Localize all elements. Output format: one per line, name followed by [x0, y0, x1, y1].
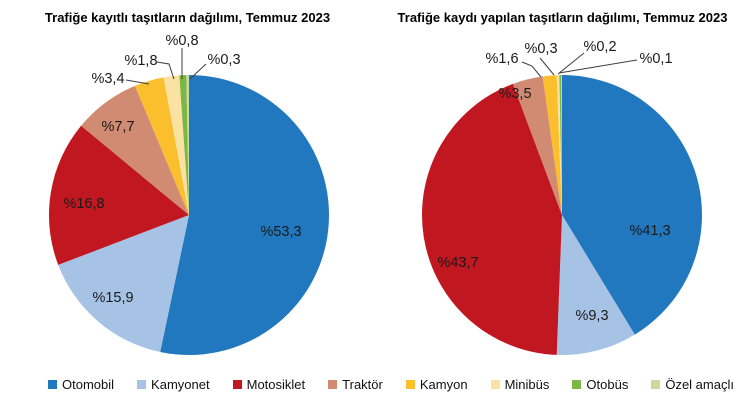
pie-label-otomobil: %41,3: [629, 223, 670, 239]
legend-swatch-minibus: [490, 380, 500, 389]
pie-slice-minibus: [163, 75, 189, 215]
legend-label-otomobil: Otomobil: [62, 377, 115, 392]
legend-swatch-otomobil: [48, 380, 57, 389]
charts-row: Trafiğe kayıtlı taşıtların dağılımı, Tem…: [0, 0, 750, 362]
legend-swatch-otobus: [572, 380, 582, 389]
pie-label-ozel-amacli: %0,3: [207, 52, 240, 68]
pie-label-kamyonet: %15,9: [92, 290, 133, 306]
pie-label-minibus: %1,8: [124, 53, 157, 69]
legend-item-otomobil: Otomobil: [48, 377, 114, 392]
label-leader-line: [557, 52, 585, 75]
pie-label-otobus: %0,8: [165, 33, 198, 49]
pie-label-otobus: %0,2: [583, 39, 616, 55]
legend-label-kamyonet: Kamyonet: [151, 377, 210, 392]
legend: Otomobil Kamyonet Motosiklet Traktör Kamyon M…: [0, 377, 750, 392]
pie-label-kamyon: %1,6: [485, 51, 518, 67]
chart-title-new-registrations: Trafiğe kaydı yapılan taşıtların dağılım…: [397, 10, 728, 25]
legend-item-kamyonet: Kamyonet: [137, 377, 210, 392]
pie-slice-traktor: [512, 76, 562, 215]
label-leader-line: [125, 79, 150, 85]
pie-slice-kamyon: [542, 75, 562, 215]
pie-label-motosiklet: %43,7: [437, 255, 478, 271]
label-leader-line: [189, 63, 207, 80]
pie-chart-registered-stock: %53,3 %15,9 %16,8 %7,7 %3,4%1,8 %0,8 %0,3: [48, 33, 330, 355]
pie-label-kamyon: %3,4: [91, 71, 124, 87]
pie-slice-kamyonet: [58, 215, 189, 352]
chart-title-registered-stock: Trafiğe kayıtlı taşıtların dağılımı, Tem…: [44, 10, 331, 25]
pie-slice-otomobil: [160, 75, 330, 355]
chart-registered-stock: Trafiğe kayıtlı taşıtların dağılımı, Tem…: [0, 0, 375, 362]
label-leader-line: [156, 61, 175, 80]
legend-item-minibus: Minibüs: [490, 377, 550, 392]
pie-slice-traktor: [81, 85, 189, 215]
label-leader-line: [521, 61, 542, 78]
pie-label-traktor: %3,5: [498, 86, 531, 102]
legend-swatch-traktor: [328, 380, 338, 389]
pie-label-kamyonet: %9,3: [575, 308, 608, 324]
pie-label-traktor: %7,7: [101, 119, 134, 135]
pie-slice-otobus: [559, 75, 562, 215]
pie-slice-motosiklet: [48, 125, 189, 265]
pie-label-otomobil: %53,3: [260, 224, 301, 240]
pie-slice-motosiklet: [421, 83, 562, 355]
legend-swatch-kamyonet: [137, 380, 147, 389]
legend-swatch-motosiklet: [232, 380, 242, 389]
pie-label-ozel-amacli: %0,1: [639, 51, 672, 67]
legend-item-motosiklet: Motosiklet: [232, 377, 306, 392]
pie-slice-otobus: [179, 75, 189, 215]
pie-slice-minibus: [556, 75, 562, 215]
legend-label-motosiklet: Motosiklet: [246, 377, 306, 392]
legend-item-ozel-amacli: Özel amaçlı: [651, 377, 734, 392]
legend-item-otobus: Otobüs: [572, 377, 628, 392]
legend-label-kamyon: Kamyon: [419, 377, 468, 392]
legend-swatch-ozel-amacli: [651, 380, 661, 389]
pie-slice-ozel-amacli: [186, 74, 189, 215]
legend-item-kamyon: Kamyon: [405, 377, 468, 392]
legend-label-minibus: Minibüs: [504, 377, 550, 392]
pie-chart-new-registrations: %41,3 %9,3 %43,7 %3,5 %1,6 %0,3 %0,2 %0,1: [421, 39, 702, 355]
legend-label-otobus: Otobüs: [586, 377, 629, 392]
label-leader-line: [539, 57, 555, 76]
legend-item-traktor: Traktör: [328, 377, 383, 392]
pie-slice-kamyonet: [556, 215, 635, 355]
legend-label-traktor: Traktör: [342, 377, 383, 392]
pie-slice-otomobil: [562, 75, 702, 335]
pie-slice-kamyon: [135, 77, 189, 215]
legend-swatch-kamyon: [405, 380, 415, 389]
pie-label-minibus: %0,3: [524, 41, 557, 57]
legend-label-ozel-amacli: Özel amaçlı: [665, 377, 734, 392]
chart-new-registrations: Trafiğe kaydı yapılan taşıtların dağılım…: [375, 0, 750, 362]
label-leader-line: [558, 59, 638, 74]
pie-label-motosiklet: %16,8: [63, 196, 104, 212]
